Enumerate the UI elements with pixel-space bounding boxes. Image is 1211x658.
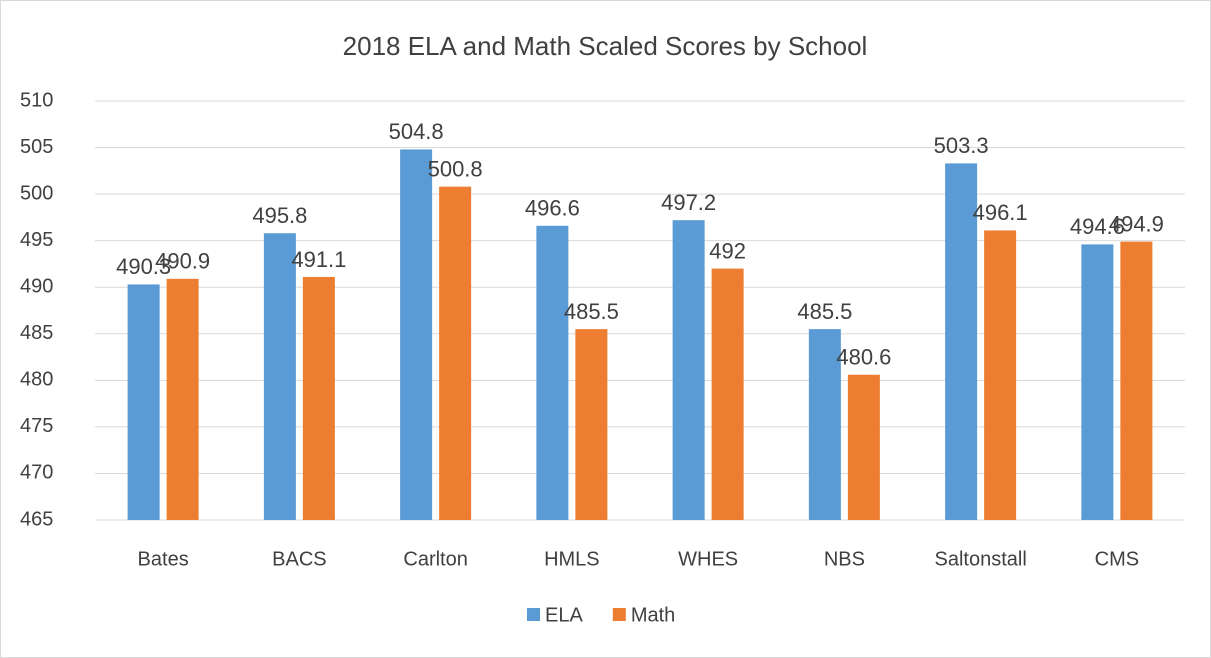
data-label: 497.2: [661, 190, 716, 215]
bar: [127, 284, 160, 520]
chart-title: 2018 ELA and Math Scaled Scores by Schoo…: [343, 31, 868, 61]
data-label: 480.6: [836, 345, 891, 370]
legend-label: ELA: [545, 604, 583, 626]
bar: [400, 149, 433, 520]
y-tick-label: 495: [20, 229, 53, 251]
y-tick-label: 485: [20, 322, 53, 344]
data-label: 494.9: [1109, 211, 1164, 236]
bar: [536, 225, 569, 520]
bar: [302, 276, 335, 520]
bar: [984, 230, 1017, 520]
data-label: 490.9: [155, 249, 210, 274]
y-tick-label: 475: [20, 415, 53, 437]
data-label: 491.1: [291, 247, 346, 272]
bar: [847, 374, 880, 520]
data-label: 500.8: [428, 156, 483, 181]
bar: [808, 329, 841, 520]
bar: [711, 268, 744, 520]
x-tick-label: WHES: [678, 548, 738, 570]
data-label: 503.3: [934, 133, 989, 158]
y-tick-label: 510: [20, 89, 53, 111]
y-tick-label: 500: [20, 182, 53, 204]
legend-label: Math: [631, 604, 675, 626]
bar: [1120, 241, 1153, 520]
data-label: 490.3: [116, 254, 171, 279]
bar: [672, 220, 705, 520]
y-tick-label: 480: [20, 369, 53, 391]
x-tick-label: NBS: [824, 548, 865, 570]
bar: [1081, 244, 1114, 520]
bar: [263, 233, 296, 520]
bar: [945, 163, 978, 520]
bar: [166, 278, 199, 520]
x-tick-label: Saltonstall: [934, 548, 1026, 570]
data-label: 496.1: [973, 200, 1028, 225]
bar: [575, 329, 608, 520]
data-label: 495.8: [252, 203, 307, 228]
y-tick-label: 470: [20, 462, 53, 484]
y-tick-label: 465: [20, 508, 53, 530]
bar: [439, 186, 472, 520]
data-label: 504.8: [389, 119, 444, 144]
y-tick-label: 505: [20, 136, 53, 158]
data-label: 492: [709, 238, 746, 263]
data-label: 496.6: [525, 196, 580, 221]
legend-swatch: [612, 608, 626, 621]
legend-swatch: [527, 608, 540, 621]
x-tick-label: Bates: [138, 548, 189, 570]
data-label: 494.6: [1070, 214, 1125, 239]
y-tick-label: 490: [20, 276, 53, 298]
x-tick-label: CMS: [1095, 548, 1139, 570]
x-tick-label: Carlton: [403, 548, 467, 570]
x-tick-label: HMLS: [544, 548, 600, 570]
data-label: 485.5: [797, 299, 852, 324]
data-label: 485.5: [564, 299, 619, 324]
x-tick-label: BACS: [272, 548, 326, 570]
